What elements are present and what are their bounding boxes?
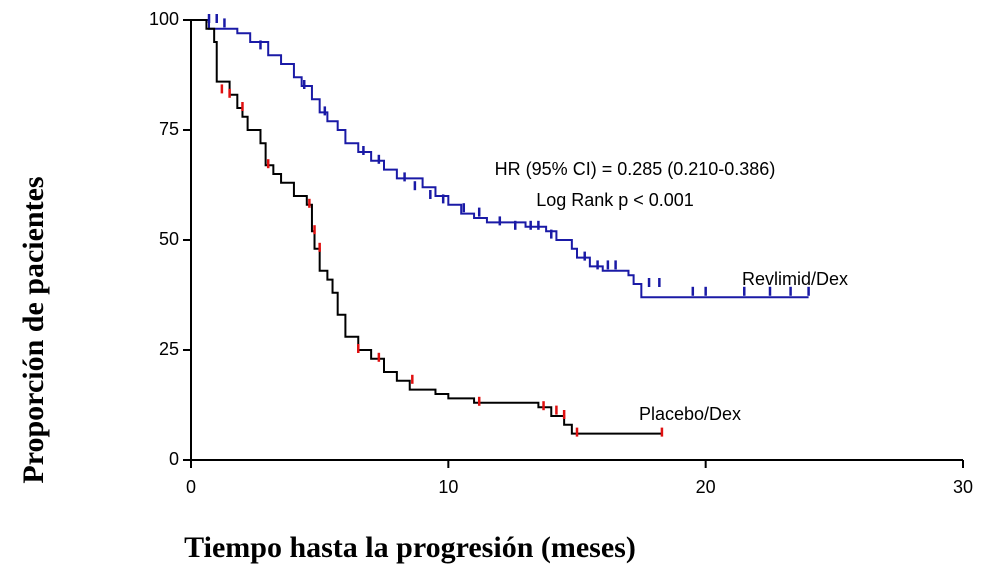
x-tick-label: 10 (438, 477, 458, 497)
x-tick-label: 20 (696, 477, 716, 497)
series-label: Placebo/Dex (639, 404, 741, 424)
survival-curve (191, 19, 662, 435)
y-tick-label: 75 (159, 119, 179, 139)
series-label: Revlimid/Dex (742, 269, 848, 289)
x-axis-title: Tiempo hasta la progresión (meses) (184, 531, 636, 564)
y-tick-label: 50 (159, 229, 179, 249)
annotation: Log Rank p < 0.001 (536, 190, 694, 210)
annotation: HR (95% CI) = 0.285 (0.210-0.386) (495, 159, 776, 179)
y-tick-label: 25 (159, 339, 179, 359)
survival-curve (191, 19, 809, 299)
x-tick-label: 0 (186, 477, 196, 497)
x-tick-label: 30 (953, 477, 973, 497)
y-axis-title: Proporción de pacientes (17, 176, 50, 483)
y-tick-label: 0 (169, 449, 179, 469)
y-tick-label: 100 (149, 9, 179, 29)
